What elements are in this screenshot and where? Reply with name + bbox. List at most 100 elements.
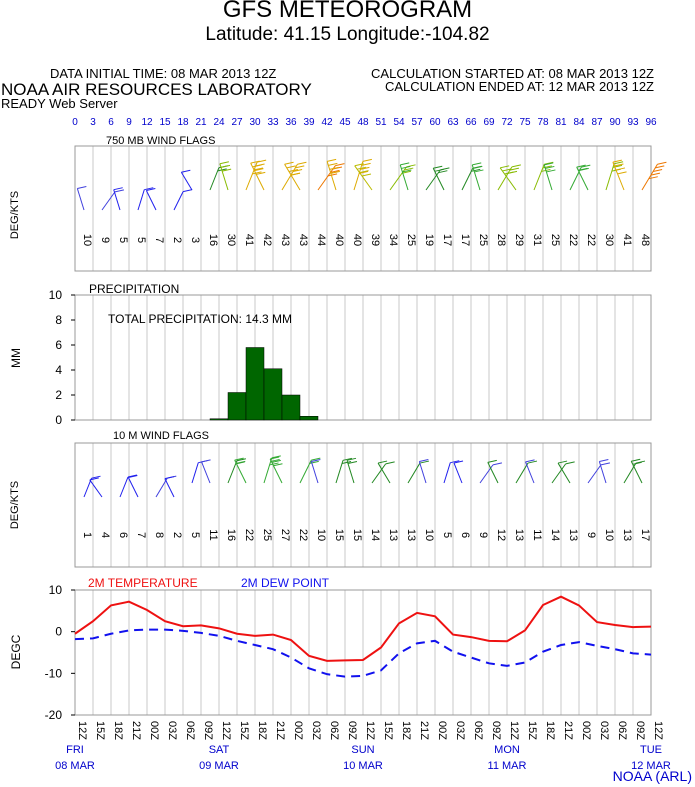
wind-barb-flag <box>311 457 321 461</box>
wind-barb-flag <box>144 187 154 191</box>
forecast-hour-label: 51 <box>375 117 387 128</box>
wind-barb-flag <box>401 170 412 174</box>
forecast-hour-label: 60 <box>429 117 441 128</box>
wind-barb-staff <box>425 169 441 191</box>
wind-barb-flag <box>650 172 661 176</box>
data-initial-time: DATA INITIAL TIME: 08 MAR 2013 12Z <box>50 66 277 81</box>
time-tick-label: 21Z <box>562 721 574 740</box>
wind-barb-flag <box>614 163 624 167</box>
wind-barb-flag <box>292 168 303 172</box>
wind-barb-flag <box>347 460 358 464</box>
wind-barb-flag <box>164 476 175 480</box>
wind10m-speed: 5 <box>189 532 201 538</box>
forecast-hour-label: 12 <box>141 117 153 128</box>
precip-ytick: 6 <box>55 338 62 352</box>
date-label: 12 MAR <box>631 760 671 772</box>
time-tick-label: 00Z <box>580 721 592 740</box>
wind-barb-flag <box>295 165 305 169</box>
wind-barb-flag <box>270 458 280 462</box>
axis-label: DEG/KTS <box>9 481 21 529</box>
wind-barb-flag <box>311 459 321 462</box>
wind-barb-staff <box>418 461 427 484</box>
forecast-hour-label: 69 <box>483 117 495 128</box>
wind10m-speed: 9 <box>585 532 597 538</box>
wind750-speed: 17 <box>441 234 453 246</box>
wind-barb-flag <box>222 168 232 172</box>
wind-barb-flag <box>127 474 138 478</box>
wind-barb-flag <box>254 168 264 172</box>
wind10m-speed: 10 <box>603 529 615 541</box>
wind-barb-flag <box>329 166 339 170</box>
time-tick-label: 03Z <box>598 721 610 740</box>
wind-barb-flag <box>450 460 460 464</box>
forecast-hour-label: 87 <box>591 117 603 128</box>
wind-barb-flag <box>113 187 123 191</box>
wind-barb-flag <box>578 167 588 171</box>
wind750-speed: 22 <box>567 234 579 246</box>
wind-barb-flag <box>256 171 266 175</box>
wind-barb-flag <box>360 166 370 170</box>
forecast-hour-label: 81 <box>555 117 567 128</box>
wind-barb-flag <box>346 457 357 461</box>
wind10m-speed: 13 <box>621 529 633 541</box>
axis-label: DEG/KTS <box>9 191 21 239</box>
wind-barb-staff <box>250 162 265 191</box>
wind-barb-flag <box>648 176 658 180</box>
wind-barb-staff <box>377 462 391 484</box>
date-label: 11 MAR <box>488 760 527 772</box>
wind-barb-flag <box>234 457 244 461</box>
wind750-speed: 3 <box>189 237 201 243</box>
wind-barb-flag <box>434 168 444 172</box>
wind-barb-flag <box>328 162 338 166</box>
wind-barb-flag <box>657 161 667 165</box>
wind-barb-flag <box>404 167 414 171</box>
temp-ytick: -10 <box>45 666 63 680</box>
time-tick-label: 09Z <box>634 721 646 740</box>
precip-title: PRECIPITATION <box>89 282 179 296</box>
wind10m-speed: 4 <box>99 532 111 538</box>
wind10m-speed: 6 <box>459 532 471 538</box>
axis-label: MM <box>9 348 23 368</box>
wind10m-speed: 13 <box>513 529 525 541</box>
wind-barb-flag <box>581 164 591 168</box>
wind-barb-staff <box>346 460 355 484</box>
wind-barb-flag <box>599 459 609 462</box>
wind750-speed: 17 <box>459 234 471 246</box>
wind-barb-flag <box>253 167 264 171</box>
wind-barb-staff <box>543 164 553 191</box>
wind750-speed: 9 <box>99 237 111 243</box>
time-tick-label: 03Z <box>166 721 178 740</box>
wind-barb-flag <box>557 460 568 464</box>
time-tick-label: 15Z <box>94 721 106 740</box>
forecast-hour-label: 24 <box>213 117 225 128</box>
wind-barb-flag <box>354 163 364 167</box>
wind-barb-flag <box>309 460 319 464</box>
wind-barb-flag <box>652 168 663 172</box>
wind750-speed: 44 <box>315 234 327 246</box>
time-tick-label: 12Z <box>652 721 664 740</box>
wind-barb-staff <box>354 165 373 191</box>
time-tick-label: 12Z <box>364 721 376 740</box>
wind-barb-flag <box>182 189 193 193</box>
noaa-credit: NOAA (ARL) <box>613 768 692 784</box>
wind-barb-flag <box>433 165 443 169</box>
wind750-speed: 19 <box>423 234 435 246</box>
wind10m-speed: 2 <box>171 532 183 538</box>
wind-barb-flag <box>252 171 262 175</box>
lab-name: NOAA AIR RESOURCES LABORATORY <box>1 80 312 99</box>
forecast-hour-label: 33 <box>267 117 279 128</box>
time-tick-label: 00Z <box>148 721 160 740</box>
wind-barb-flag <box>565 461 575 465</box>
wind-barb-flag <box>576 164 586 168</box>
wind-barb-staff <box>145 190 157 211</box>
wind-barb-flag <box>342 457 353 461</box>
wind10m-speed: 11 <box>531 529 543 540</box>
wind750-speed: 2 <box>171 237 183 243</box>
wind10m-speed: 22 <box>297 529 309 541</box>
wind-barb-flag <box>236 458 247 462</box>
wind750-speed: 5 <box>117 237 129 243</box>
time-tick-label: 00Z <box>292 721 304 740</box>
wind-barb-flag <box>544 161 554 165</box>
wind10m-speed: 6 <box>117 532 129 538</box>
wind-barb-flag <box>600 462 611 466</box>
